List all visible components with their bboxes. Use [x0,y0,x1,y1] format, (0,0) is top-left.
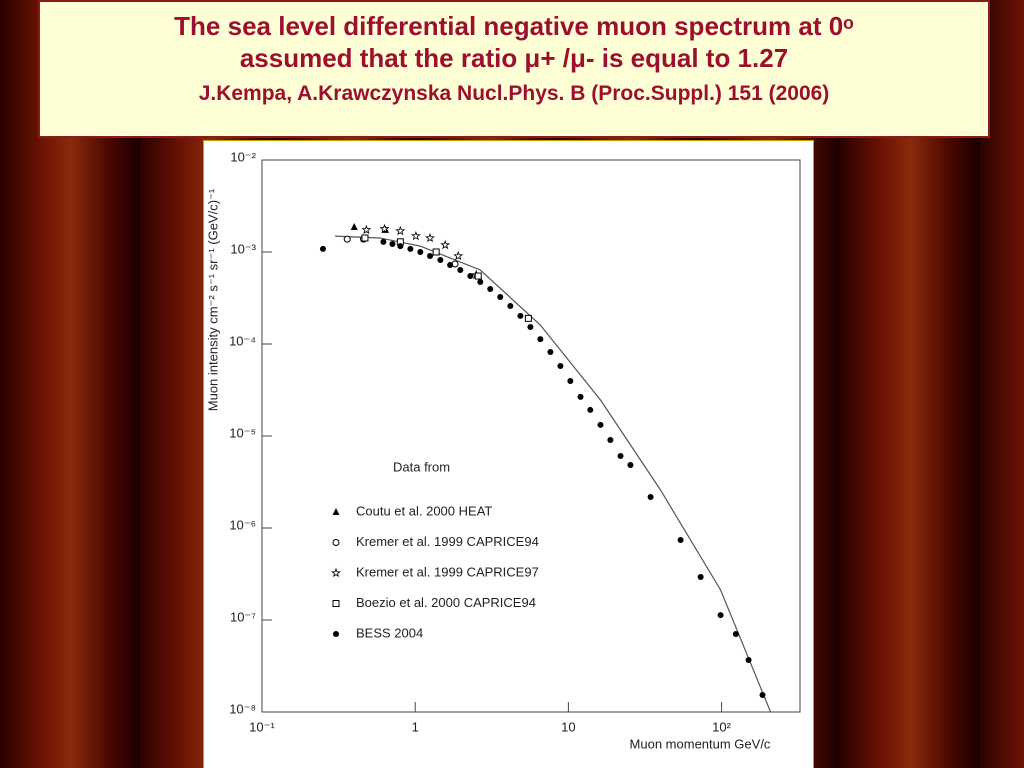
data-point [617,452,624,459]
data-point [697,574,704,581]
data-point [319,245,326,252]
data-point [732,630,739,637]
y-tick-label: 10⁻³ [230,241,256,256]
data-point [417,249,424,255]
legend-label: Kremer et al. 1999 CAPRICE94 [356,534,539,549]
data-point [677,536,684,543]
data-point [524,314,532,322]
data-point [597,421,604,428]
title-line: assumed that the ratio μ+ /μ- is equal t… [239,43,789,73]
legend-marker [331,567,341,578]
y-tick-label: 10⁻⁸ [229,701,256,716]
legend-title: Data from [393,459,450,474]
y-tick-label: 10⁻⁶ [229,517,256,532]
legend-marker [333,631,339,637]
data-point [343,235,351,243]
y-tick-label: 10⁻⁵ [229,425,256,440]
legend-label: Kremer et al. 1999 CAPRICE97 [356,564,539,579]
data-point [474,272,482,280]
data-point [577,393,584,400]
data-point [477,278,484,285]
data-point [437,256,444,263]
data-point [395,225,406,236]
title-line: The sea level differential negative muon… [174,11,854,41]
y-axis-label: Muon intensity cm⁻² s⁻¹ sr⁻¹ (GeV/c)⁻¹ [205,188,220,411]
data-point [453,250,464,261]
x-tick-label: 10² [712,719,731,734]
y-tick-label: 10⁻⁷ [230,609,256,624]
legend-label: Coutu et al. 2000 HEAT [356,503,492,518]
data-point [607,436,614,443]
data-point [440,239,451,250]
plot-frame [261,159,801,713]
data-point [547,348,554,355]
data-point [759,692,766,699]
data-point [467,273,474,280]
data-point [717,612,724,619]
x-tick-label: 10⁻¹ [249,719,275,734]
data-point [361,234,369,242]
data-point [425,232,435,243]
subtitle: J.Kempa, A.Krawczynska Nucl.Phys. B (Pro… [198,82,830,105]
legend-marker [332,600,340,607]
data-point [427,252,434,259]
data-point [389,241,396,248]
data-point [627,461,634,468]
data-point [397,243,404,250]
data-point [380,238,387,245]
data-point [457,267,464,274]
data-point [361,224,372,235]
x-tick-label: 10 [561,719,575,734]
legend-marker [332,539,340,546]
model-curve [335,235,772,713]
data-point [587,406,594,413]
data-point [350,222,358,230]
data-point [537,336,544,343]
data-point [507,302,514,309]
data-point [745,657,752,664]
title-box: The sea level differential negative muon… [38,0,990,138]
legend-label: BESS 2004 [356,625,423,640]
y-tick-label: 10⁻² [230,149,256,164]
data-point [647,494,654,501]
chart-panel [203,140,814,768]
x-tick-label: 1 [412,719,419,734]
data-point [407,245,414,252]
data-point [527,324,534,331]
data-point [447,262,454,269]
legend-label: Boezio et al. 2000 CAPRICE94 [356,595,536,610]
data-point [567,378,574,385]
data-point [432,248,440,256]
data-point [410,230,421,241]
data-point [517,312,524,319]
x-axis-label: Muon momentum GeV/c [630,736,771,751]
data-point [557,362,564,369]
data-point [379,223,390,234]
data-point [487,286,494,293]
y-tick-label: 10⁻⁴ [229,333,256,348]
data-point [497,294,504,301]
legend-marker [332,508,340,515]
